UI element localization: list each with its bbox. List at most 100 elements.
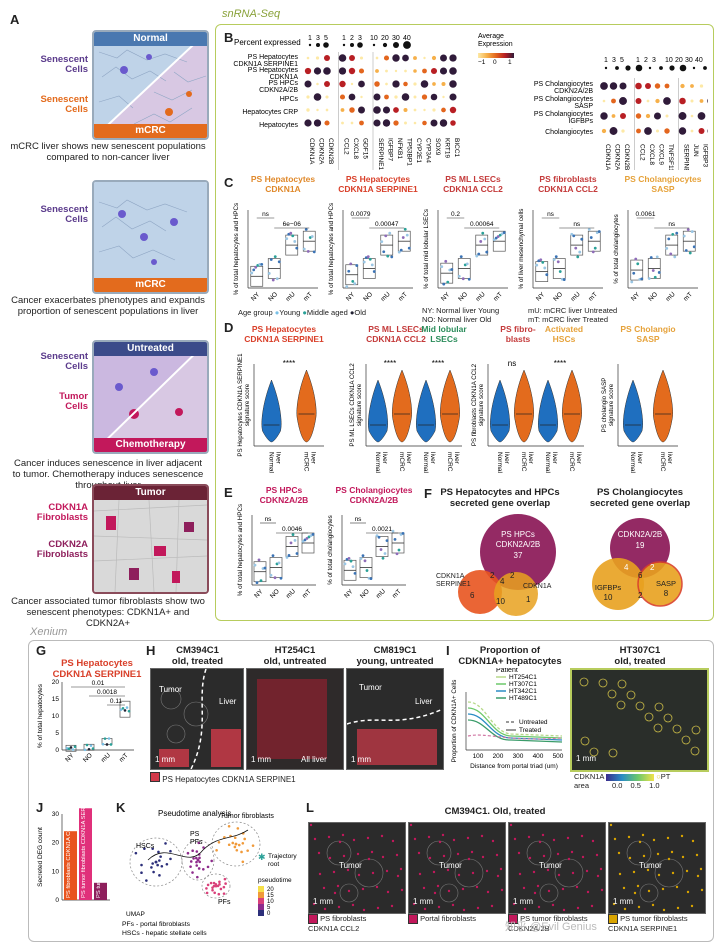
l-cell	[641, 833, 645, 837]
l-cell	[623, 907, 627, 911]
i-leg-text-3: HT489C1	[509, 695, 537, 702]
l-image-svg	[609, 823, 705, 913]
h-title-2: HT254C1 old, untreated	[263, 645, 327, 667]
d-violin-1-3	[440, 369, 460, 443]
b-right-dot	[619, 112, 627, 120]
b-right-dot	[678, 127, 687, 135]
venn-l-na: 6	[470, 591, 475, 600]
card-3-left-top: Senescent Cells	[40, 351, 88, 372]
panel-f-letter: F	[424, 486, 432, 501]
c-title-1-0: PS Hepatocytes	[346, 174, 411, 184]
venn-l-n2b: 2	[510, 571, 515, 580]
l-cell	[675, 885, 679, 889]
b-left-dot	[306, 56, 310, 60]
b-left-gene-13: KRT19	[444, 138, 451, 158]
pt-area-circle	[626, 690, 636, 700]
l-cell	[533, 891, 537, 895]
panel-a-card-1: Normal mCRC	[92, 30, 209, 140]
i-patient-label: Patient	[496, 668, 518, 674]
pt-area-circle	[580, 736, 590, 746]
b-right-dot	[621, 129, 625, 133]
e-plot-0-xtick-3: mT	[301, 588, 313, 600]
expr-label-1: Expression	[478, 41, 513, 48]
c-plot-4-ylabel-0: % of total cholangiocytes	[613, 214, 620, 284]
e-plot-0-pt-2-4	[293, 539, 297, 542]
b-right-dot	[601, 128, 607, 134]
d-stat-2-1: ****	[554, 359, 566, 368]
b-left-dot	[430, 119, 438, 127]
expr-tick-0: −1	[478, 59, 486, 66]
l-cell	[541, 833, 545, 837]
l-cell	[586, 890, 590, 894]
k-cell	[214, 884, 218, 888]
l-cell	[446, 868, 450, 872]
group-key: NY: Normal liver Young NO: Normal liver …	[422, 306, 592, 324]
i-curve-2	[467, 713, 563, 741]
i-image-title: HT307C1 old, treated	[614, 645, 666, 667]
l-cell	[309, 823, 313, 827]
e-plot-1-pt-1-3	[365, 569, 369, 572]
b-right-gene-1: CDKN2A	[614, 144, 621, 170]
c-plot-4-pt-2-4	[673, 255, 677, 259]
b-left-dot	[442, 95, 445, 99]
l-cell	[347, 889, 351, 893]
venn-r-n4: 2	[638, 591, 643, 600]
k-legend-tick-4: 0	[267, 911, 271, 917]
r-pct-r-3: 40	[695, 57, 703, 64]
g-pt-3-2	[123, 709, 127, 712]
l-cell	[341, 833, 345, 837]
i-curve-extra	[467, 734, 563, 740]
k-cluster-3	[201, 873, 231, 899]
e-title-0-0: PS HPCs	[266, 485, 303, 495]
panel-a-card-2: mCRC	[92, 180, 209, 294]
l-cell	[375, 885, 379, 889]
d-xlab-1-0-1: liver	[381, 452, 388, 465]
g-ytick-2: 10	[52, 713, 60, 720]
c-plot-0-pt-2-3	[291, 234, 295, 238]
l-cell	[618, 872, 622, 876]
l-cell	[509, 823, 513, 827]
c-plot-3-pt-3-3	[593, 246, 597, 250]
d-xlab-0-1-0: mCRC	[303, 452, 310, 472]
b-right-gene-3: CCL2	[639, 144, 646, 161]
l-cell	[328, 856, 332, 860]
d-mid-title-0: Mid lobular	[421, 324, 467, 334]
l-cell	[667, 857, 671, 861]
c-plot-1-pt-0-2	[349, 262, 353, 266]
k-cluster-1	[181, 839, 215, 881]
c-plot-1-pt-3-4	[405, 233, 409, 237]
e-plot-1-ylabel-0: % of total cholangiocytes	[327, 515, 334, 585]
b-right-dot	[644, 82, 652, 90]
b-left-dot	[384, 94, 389, 100]
h-legend-swatch	[150, 772, 160, 782]
venn-r-top: CDKN2A/2B	[618, 530, 662, 539]
k-cell	[151, 862, 154, 865]
c-plot-4-xtick-3: mT	[682, 291, 694, 303]
pct-val-0: 1	[308, 35, 312, 42]
k-cell	[202, 846, 205, 849]
d-violin-3-1	[653, 369, 673, 443]
d-xlab-2-0-0: Normal	[496, 452, 503, 474]
k-legend-tick-0: 20	[267, 887, 274, 893]
c-plot-3-pt-1-0	[552, 258, 556, 261]
e-plot-1-stat-1: 0.0021	[372, 526, 392, 533]
l-cell	[512, 902, 516, 906]
l-cell	[475, 885, 479, 889]
c-plot-4-pt-2-2	[669, 252, 673, 256]
i-curve-0	[467, 701, 563, 737]
c-plot-3-pt-1-2	[556, 260, 560, 264]
l-cell	[333, 891, 337, 895]
h3-tumor: Tumor	[359, 683, 382, 692]
l-image-2: Tumor 1 mm	[408, 822, 506, 914]
card-2-caption: Cancer exacerbates phenotypes and expand…	[11, 295, 205, 317]
c-plot-3-xtick-3: mT	[587, 291, 599, 303]
l-cell	[628, 856, 632, 860]
e-plot-1-pt-1-2	[363, 559, 367, 563]
b-left-dot	[382, 106, 391, 114]
l-cell	[695, 853, 699, 857]
k-cell	[233, 845, 237, 849]
r-pct-dot-0	[604, 66, 608, 70]
b-right-dot	[680, 83, 685, 89]
b-left-gene-9: TP53BP1	[406, 138, 413, 166]
